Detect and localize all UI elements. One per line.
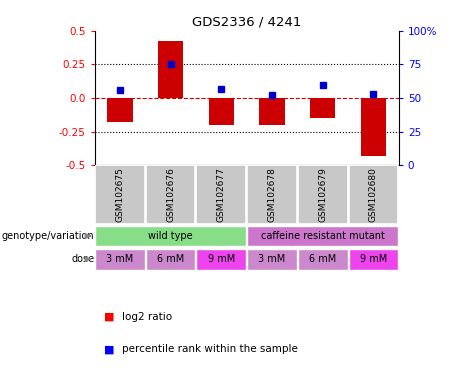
Title: GDS2336 / 4241: GDS2336 / 4241	[192, 15, 301, 28]
Bar	[298, 166, 348, 224]
Bar	[146, 249, 195, 270]
Text: GSM102679: GSM102679	[318, 167, 327, 222]
Bar	[259, 98, 284, 125]
Bar	[247, 166, 297, 224]
Text: log2 ratio: log2 ratio	[122, 312, 172, 322]
Text: 9 mM: 9 mM	[360, 254, 387, 264]
Bar	[107, 98, 133, 122]
Text: GSM102677: GSM102677	[217, 167, 226, 222]
Text: dose: dose	[71, 254, 95, 264]
Text: wild type: wild type	[148, 231, 193, 241]
Bar	[158, 41, 183, 98]
Text: 3 mM: 3 mM	[258, 254, 286, 264]
Text: GSM102678: GSM102678	[267, 167, 277, 222]
Text: 6 mM: 6 mM	[157, 254, 184, 264]
Text: ■: ■	[104, 312, 114, 322]
Bar	[196, 249, 246, 270]
Text: GSM102675: GSM102675	[115, 167, 124, 222]
Text: 3 mM: 3 mM	[106, 254, 134, 264]
Text: GSM102680: GSM102680	[369, 167, 378, 222]
Text: ■: ■	[104, 344, 114, 354]
Bar	[196, 166, 246, 224]
Text: genotype/variation: genotype/variation	[2, 231, 95, 241]
Bar	[247, 225, 398, 247]
Bar	[146, 166, 195, 224]
Text: GSM102676: GSM102676	[166, 167, 175, 222]
Bar	[95, 249, 145, 270]
Text: 9 mM: 9 mM	[207, 254, 235, 264]
Bar	[208, 98, 234, 125]
Bar	[298, 249, 348, 270]
Bar	[310, 98, 336, 118]
Bar	[349, 249, 398, 270]
Text: percentile rank within the sample: percentile rank within the sample	[122, 344, 298, 354]
Text: 6 mM: 6 mM	[309, 254, 337, 264]
Bar	[95, 225, 246, 247]
Bar	[349, 166, 398, 224]
Bar	[95, 166, 145, 224]
Bar	[247, 249, 297, 270]
Bar	[361, 98, 386, 156]
Text: caffeine resistant mutant: caffeine resistant mutant	[261, 231, 384, 241]
